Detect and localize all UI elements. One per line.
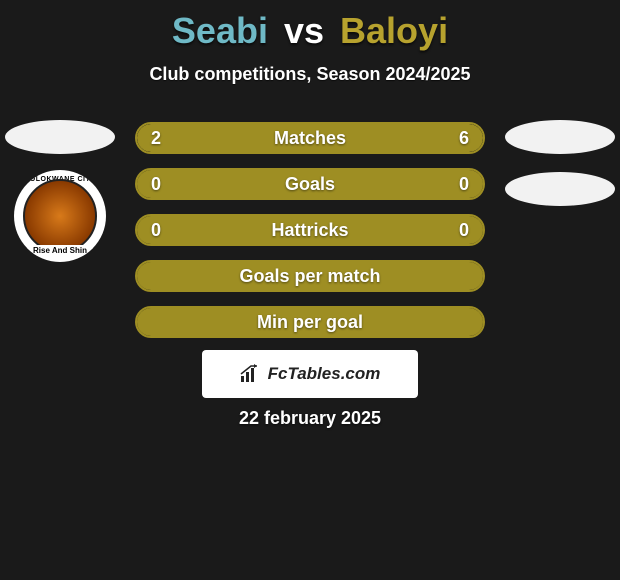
stat-bar: Goals per match	[135, 260, 485, 292]
player1-photo-placeholder	[5, 120, 115, 154]
club2-placeholder	[505, 172, 615, 206]
brand-text: FcTables.com	[268, 364, 381, 384]
stat-bar: 26Matches	[135, 122, 485, 154]
brand-chart-icon	[240, 364, 262, 384]
left-column: POLOKWANE CITY Rise And Shin	[5, 120, 115, 262]
stat-label: Matches	[137, 128, 483, 149]
date-text: 22 february 2025	[0, 408, 620, 429]
right-column	[505, 120, 615, 206]
player2-name: Baloyi	[340, 10, 448, 51]
stat-label: Min per goal	[137, 312, 483, 333]
brand-box: FcTables.com	[202, 350, 418, 398]
stat-label: Hattricks	[137, 220, 483, 241]
badge-banner-text: Rise And Shin	[27, 245, 93, 256]
stat-bar: 00Hattricks	[135, 214, 485, 246]
stat-bar: Min per goal	[135, 306, 485, 338]
club-badge: POLOKWANE CITY Rise And Shin	[14, 170, 106, 262]
player2-photo-placeholder	[505, 120, 615, 154]
page-title: Seabi vs Baloyi	[0, 0, 620, 52]
badge-inner-icon	[23, 179, 97, 253]
subtitle: Club competitions, Season 2024/2025	[0, 64, 620, 85]
stats-card: Seabi vs Baloyi Club competitions, Seaso…	[0, 0, 620, 580]
vs-text: vs	[284, 10, 324, 51]
stat-label: Goals per match	[137, 266, 483, 287]
player1-name: Seabi	[172, 10, 268, 51]
stat-bar: 00Goals	[135, 168, 485, 200]
stat-label: Goals	[137, 174, 483, 195]
stat-bars: 26Matches 00Goals 00Hattricks Goals per mat…	[135, 122, 485, 352]
